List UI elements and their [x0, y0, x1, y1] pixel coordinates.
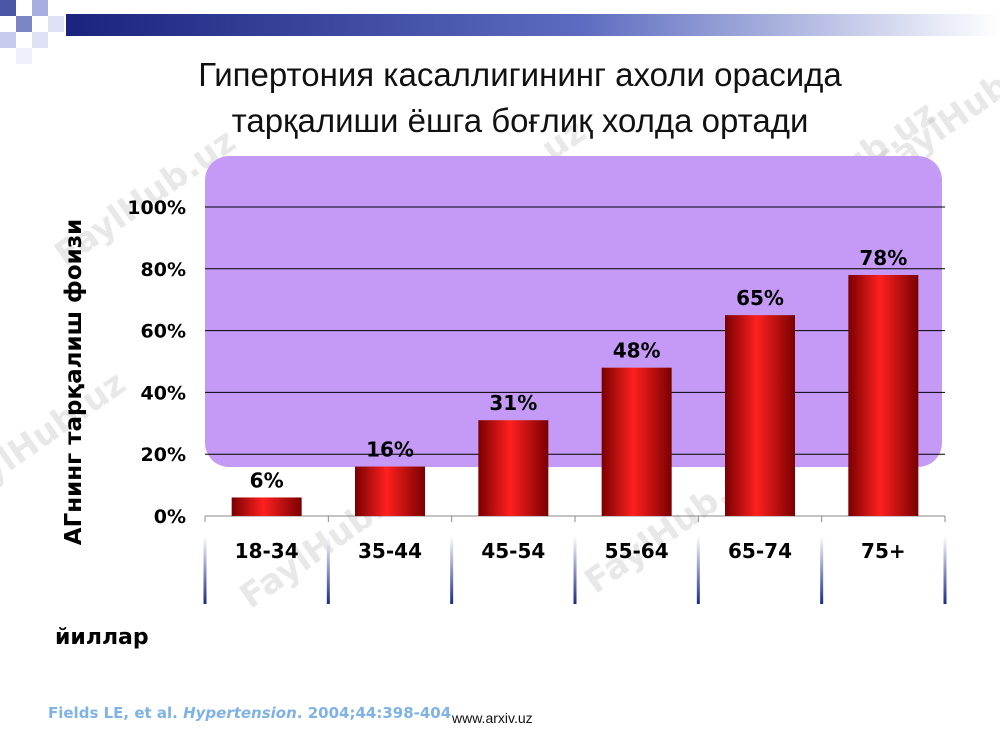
bar: [725, 315, 795, 516]
corner-square-3: [32, 0, 48, 16]
site-url: www.arxiv.uz: [452, 710, 533, 726]
citation-details: . 2004;44:398-404: [296, 704, 452, 722]
x-tick-label: 65-74: [728, 539, 792, 563]
data-label: 48%: [613, 339, 661, 363]
bar: [231, 497, 302, 516]
data-label: 6%: [250, 468, 284, 492]
category-separator: [820, 536, 824, 604]
data-label: 31%: [489, 391, 537, 415]
data-label: 78%: [859, 246, 907, 270]
y-tick-label: 0%: [154, 506, 186, 528]
data-label: 16%: [366, 438, 414, 462]
corner-square-6: [32, 32, 48, 48]
x-tick-label: 45-54: [481, 539, 545, 563]
bar: [601, 367, 672, 516]
x-tick-label: 55-64: [605, 539, 669, 563]
slide-title: Гипертония касаллигининг ахоли орасида т…: [80, 52, 960, 144]
corner-square-7: [16, 48, 32, 64]
slide-title-line-1: Гипертония касаллигининг ахоли орасида: [198, 56, 842, 93]
corner-square-4: [0, 32, 16, 48]
citation-authors: Fields LE, et al.: [48, 704, 184, 722]
x-tick-label: 18-34: [235, 539, 299, 563]
bar: [355, 466, 425, 516]
bar: [848, 274, 919, 516]
plot-background-panel: [205, 156, 942, 467]
category-separator: [450, 536, 454, 604]
citation-journal: Hypertension: [183, 704, 297, 722]
category-separator: [696, 536, 700, 604]
y-tick-label: 100%: [127, 197, 186, 219]
y-tick-label: 60%: [141, 321, 186, 343]
data-label: 65%: [736, 286, 784, 310]
corner-square-5: [48, 16, 64, 32]
category-separator: [326, 536, 330, 604]
y-tick-label: 20%: [141, 444, 186, 466]
y-tick-label: 80%: [141, 259, 186, 281]
category-separator: [573, 536, 577, 604]
bar: [478, 420, 549, 516]
slide-title-line-2: тарқалиши ёшга боғлиқ холда ортади: [231, 102, 809, 139]
x-axis-label: йиллар: [55, 625, 149, 650]
x-tick-label: 35-44: [358, 539, 422, 563]
citation: Fields LE, et al. Hypertension. 2004;44:…: [48, 704, 451, 722]
x-tick-label: 75+: [861, 539, 906, 563]
category-separator: [943, 536, 947, 604]
corner-square-2: [16, 16, 32, 32]
y-axis-label: АГнинг тарқалиш фоизи: [61, 218, 87, 546]
category-separator: [203, 536, 207, 604]
corner-square-1: [0, 0, 16, 16]
y-tick-label: 40%: [141, 382, 186, 404]
header-gradient-bar: [66, 14, 1000, 36]
